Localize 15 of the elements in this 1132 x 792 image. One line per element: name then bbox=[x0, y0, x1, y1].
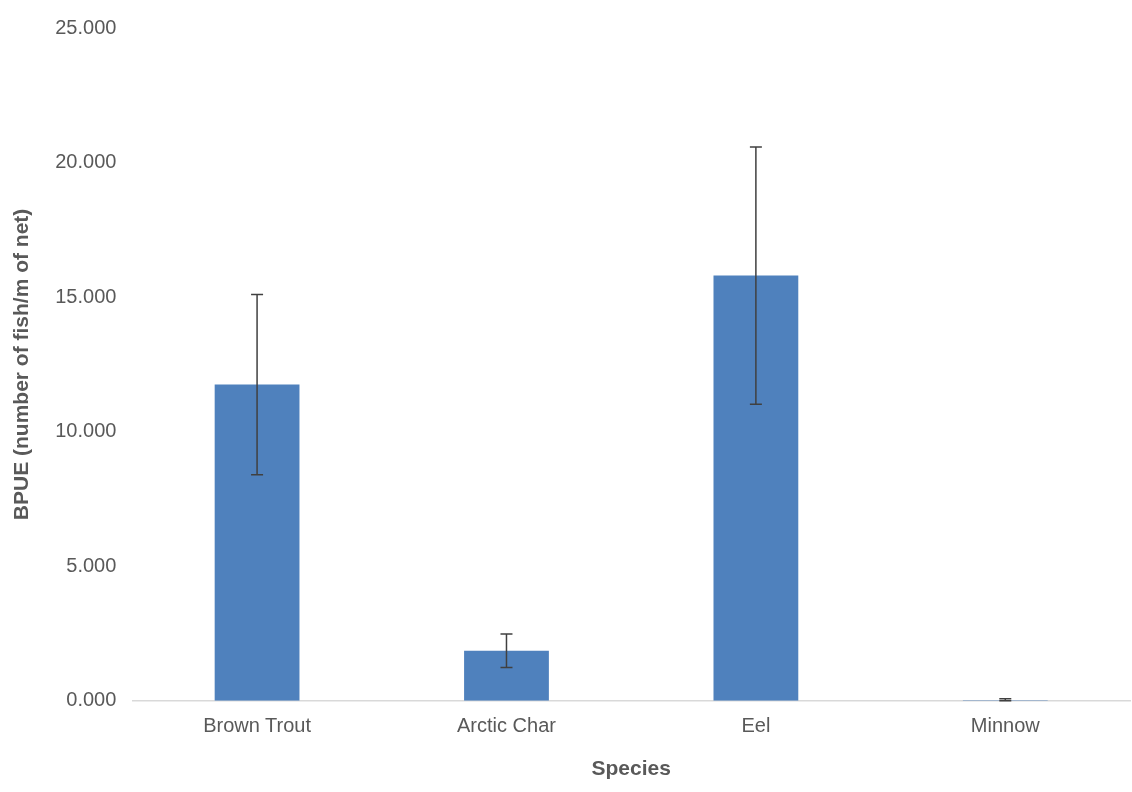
y-tick-label: 0.000 bbox=[66, 688, 117, 711]
x-tick-label: Arctic Char bbox=[457, 714, 557, 737]
bar bbox=[713, 275, 799, 701]
y-tick-label: 10.000 bbox=[55, 419, 117, 442]
x-tick-label: Eel bbox=[741, 714, 771, 737]
y-axis-title: BPUE (number of fish/m of net) bbox=[9, 208, 33, 521]
y-tick-label: 25.000 bbox=[55, 15, 117, 38]
y-tick-label: 20.000 bbox=[55, 150, 117, 173]
y-tick-label: 5.000 bbox=[66, 553, 117, 576]
x-axis-title: Species bbox=[591, 756, 671, 780]
x-tick-label: Brown Trout bbox=[203, 714, 312, 737]
y-tick-label: 15.000 bbox=[55, 284, 117, 307]
bar bbox=[214, 384, 300, 701]
bar bbox=[464, 650, 549, 701]
x-tick-label: Minnow bbox=[970, 714, 1041, 737]
